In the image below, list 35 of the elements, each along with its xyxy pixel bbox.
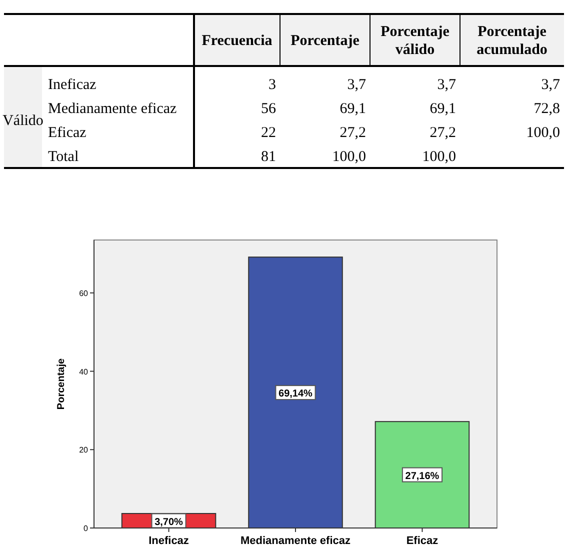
- data-label: 22: [261, 125, 276, 141]
- data-label: 81: [261, 149, 276, 165]
- data-label: 27,16%: [405, 470, 440, 482]
- x-tick-label: Ineficaz: [148, 535, 190, 547]
- text: Frecuencia: [202, 33, 273, 49]
- data-label: 69,14%: [278, 388, 313, 400]
- x-tick-label: Medianamente eficaz: [240, 535, 352, 547]
- data-label: 69,1: [340, 101, 366, 117]
- category-label: Ineficaz: [48, 77, 97, 93]
- data-label: 100,0: [526, 125, 560, 141]
- text: Porcentaje: [290, 33, 360, 49]
- data-label: 3,70%: [154, 516, 184, 528]
- data-label: 27,2: [430, 125, 456, 141]
- y-tick-label: 60: [79, 288, 89, 298]
- y-tick-label: 40: [79, 367, 89, 376]
- data-label: 27,2: [340, 125, 366, 141]
- category-label: Eficaz: [48, 125, 87, 141]
- x-tick-label: Eficaz: [406, 535, 439, 547]
- data-label: 100,0: [422, 149, 456, 165]
- category-label: Total: [48, 149, 79, 165]
- y-axis-title: Porcentaje: [56, 358, 67, 410]
- text: Porcentaje acumulado: [476, 24, 548, 58]
- text: Válido: [2, 113, 44, 129]
- category-label: Medianamente eficaz: [48, 101, 178, 117]
- data-label: 3,7: [437, 77, 456, 93]
- data-label: 56: [261, 101, 276, 117]
- data-label: 72,8: [534, 101, 560, 117]
- y-tick-label: 20: [79, 446, 89, 455]
- data-label: 3: [268, 77, 276, 93]
- data-label: 100,0: [332, 149, 366, 165]
- data-label: 3,7: [541, 77, 560, 93]
- data-label: 3,7: [347, 77, 366, 93]
- y-tick-label: 0: [84, 524, 89, 533]
- text: Porcentaje válido: [380, 24, 450, 58]
- data-label: 69,1: [430, 101, 456, 117]
